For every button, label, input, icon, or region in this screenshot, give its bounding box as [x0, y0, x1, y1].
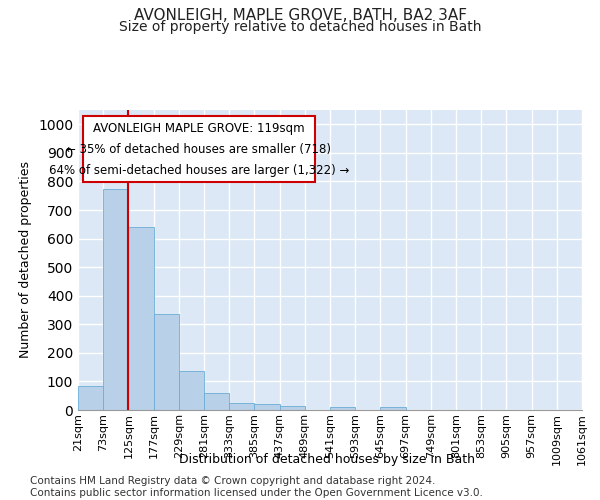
Text: AVONLEIGH MAPLE GROVE: 119sqm: AVONLEIGH MAPLE GROVE: 119sqm [93, 122, 305, 135]
Text: Size of property relative to detached houses in Bath: Size of property relative to detached ho… [119, 20, 481, 34]
Bar [254, 404, 280, 410]
Text: Contains HM Land Registry data © Crown copyright and database right 2024.: Contains HM Land Registry data © Crown c… [30, 476, 436, 486]
Text: ← 35% of detached houses are smaller (718): ← 35% of detached houses are smaller (71… [67, 143, 331, 156]
Bar [380, 407, 406, 410]
Text: AVONLEIGH, MAPLE GROVE, BATH, BA2 3AF: AVONLEIGH, MAPLE GROVE, BATH, BA2 3AF [133, 8, 467, 22]
Bar [128, 227, 154, 410]
Text: Distribution of detached houses by size in Bath: Distribution of detached houses by size … [179, 452, 475, 466]
Bar [78, 386, 103, 410]
FancyBboxPatch shape [83, 116, 315, 182]
Bar [229, 403, 254, 410]
Bar [204, 393, 229, 410]
Text: 64% of semi-detached houses are larger (1,322) →: 64% of semi-detached houses are larger (… [49, 164, 349, 177]
Bar [154, 314, 179, 410]
Bar [103, 188, 128, 410]
Text: Contains public sector information licensed under the Open Government Licence v3: Contains public sector information licen… [30, 488, 483, 498]
Bar [280, 406, 305, 410]
Bar [330, 407, 355, 410]
Bar [179, 372, 204, 410]
Y-axis label: Number of detached properties: Number of detached properties [19, 162, 32, 358]
